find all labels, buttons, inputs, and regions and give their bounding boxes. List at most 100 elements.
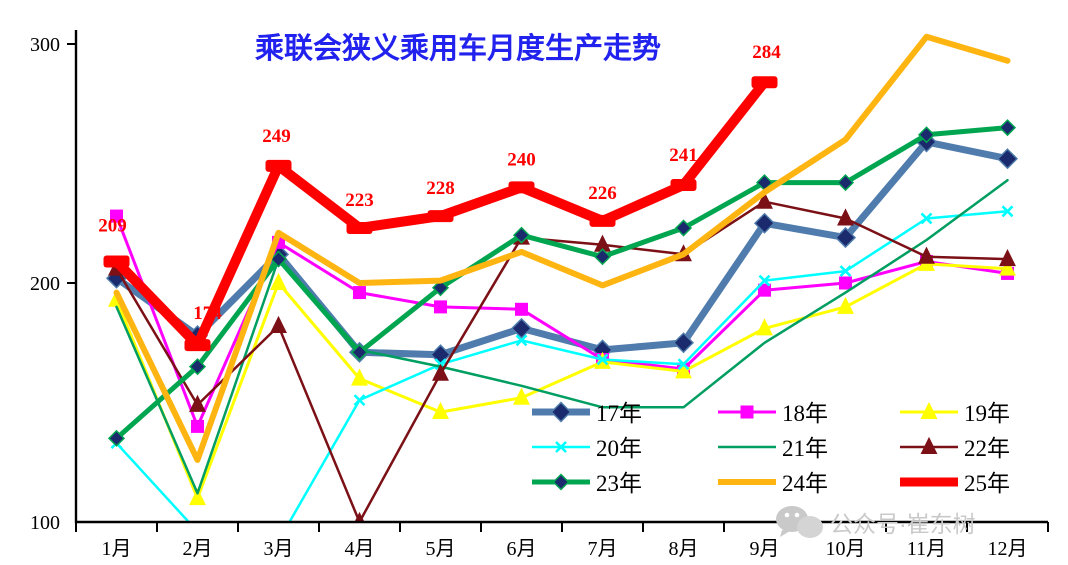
data-point-marker bbox=[107, 429, 126, 447]
x-axis-tick-label: 8月 bbox=[669, 538, 699, 560]
legend-item-21年[interactable]: 21年 bbox=[718, 436, 828, 461]
legend-label: 22年 bbox=[964, 436, 1010, 461]
legend-item-23年[interactable]: 23年 bbox=[532, 471, 642, 496]
x-axis-tick-label: 9月 bbox=[750, 538, 780, 560]
data-point-marker bbox=[431, 279, 450, 297]
data-point-marker bbox=[552, 473, 570, 491]
data-point-marker bbox=[677, 358, 690, 371]
watermark-text: 公众号·崔东树 bbox=[830, 511, 976, 537]
legend-label: 17年 bbox=[596, 401, 642, 426]
x-axis-tick-label: 3月 bbox=[264, 538, 294, 560]
data-point-marker bbox=[550, 401, 572, 423]
data-point-marker bbox=[434, 300, 447, 314]
data-label: 228 bbox=[426, 178, 455, 199]
data-point-marker bbox=[740, 405, 754, 419]
data-point-marker bbox=[998, 119, 1017, 137]
series-25年 bbox=[103, 76, 778, 352]
data-point-marker bbox=[839, 265, 852, 277]
legend-label: 25年 bbox=[964, 471, 1010, 496]
axis-layer: 100 200 300 1月 2月 3月 4月 5月 6月 7月 8月 9月 10月 11月 12月 bbox=[30, 30, 1049, 560]
data-point-marker bbox=[346, 222, 373, 235]
data-point-marker bbox=[920, 436, 938, 454]
data-point-marker bbox=[996, 148, 1019, 170]
legend-item-18年[interactable]: 18年 bbox=[718, 401, 828, 426]
legend-label: 19年 bbox=[964, 401, 1010, 426]
legend-item-19年[interactable]: 19年 bbox=[900, 401, 1010, 426]
data-point-marker bbox=[350, 343, 369, 361]
x-axis-tick-label: 4月 bbox=[345, 538, 375, 560]
x-axis-tick-label: 5月 bbox=[426, 538, 456, 560]
data-point-marker bbox=[596, 353, 609, 366]
data-point-marker bbox=[751, 76, 778, 89]
data-point-marker bbox=[837, 296, 854, 314]
y-axis-tick-label: 200 bbox=[30, 273, 60, 295]
data-point-marker bbox=[269, 250, 288, 268]
data-point-marker bbox=[432, 401, 449, 420]
page-title: 乘联会狭义乘用车月度生产走势 bbox=[255, 31, 661, 65]
x-axis-tick-label: 6月 bbox=[507, 538, 537, 560]
legend-label: 24年 bbox=[782, 471, 828, 496]
data-point-marker bbox=[427, 210, 454, 223]
legend-item-25年[interactable]: 25年 bbox=[900, 471, 1010, 496]
legend-label: 18年 bbox=[782, 401, 828, 426]
data-label: 240 bbox=[507, 149, 536, 170]
data-point-marker bbox=[999, 248, 1016, 267]
series-24年 bbox=[113, 33, 1011, 463]
series-line bbox=[113, 33, 1011, 463]
data-point-marker bbox=[515, 302, 528, 316]
data-point-marker bbox=[593, 248, 612, 266]
data-point-marker bbox=[920, 212, 933, 225]
series-line bbox=[115, 262, 1009, 500]
data-point-marker bbox=[270, 272, 287, 290]
data-point-marker bbox=[184, 339, 211, 352]
data-point-marker bbox=[756, 191, 773, 209]
data-point-marker bbox=[675, 361, 692, 379]
data-label: 209 bbox=[98, 215, 127, 236]
legend-label: 23年 bbox=[596, 471, 642, 496]
data-point-marker bbox=[354, 511, 365, 522]
plot-series-layer bbox=[103, 33, 1019, 537]
legend-item-17年[interactable]: 17年 bbox=[532, 401, 642, 426]
y-axis-tick-label: 100 bbox=[30, 512, 60, 534]
data-point-marker bbox=[510, 317, 533, 339]
series-20年 bbox=[110, 205, 1014, 537]
data-point-marker bbox=[758, 283, 771, 297]
x-axis-tick-label: 2月 bbox=[183, 538, 213, 560]
data-point-marker bbox=[265, 159, 292, 172]
data-point-marker bbox=[353, 286, 366, 300]
data-point-marker bbox=[191, 419, 204, 433]
x-axis-tick-label: 1月 bbox=[102, 538, 132, 560]
x-axis-tick-label: 12月 bbox=[988, 538, 1028, 560]
series-line bbox=[115, 200, 1009, 522]
data-point-marker bbox=[1001, 205, 1014, 218]
data-point-marker bbox=[103, 255, 130, 268]
legend-item-22年[interactable]: 22年 bbox=[900, 436, 1010, 461]
legend-item-24年[interactable]: 24年 bbox=[718, 471, 828, 496]
data-point-marker bbox=[188, 358, 207, 376]
data-point-marker bbox=[837, 208, 854, 226]
series-21年 bbox=[115, 178, 1009, 495]
y-axis-tick-label: 300 bbox=[30, 34, 60, 56]
series-line bbox=[115, 178, 1009, 495]
data-point-marker bbox=[920, 401, 938, 419]
legend-item-20年[interactable]: 20年 bbox=[532, 436, 642, 461]
series-22年 bbox=[108, 191, 1016, 522]
data-point-marker bbox=[189, 487, 206, 506]
data-point-marker bbox=[839, 276, 852, 290]
watermark: 公众号·崔东树 bbox=[776, 506, 976, 538]
data-label: 226 bbox=[588, 183, 617, 204]
data-point-marker bbox=[189, 394, 206, 412]
watermark-layer: 公众号·崔东树 bbox=[776, 506, 976, 538]
x-axis-tick-label: 11月 bbox=[907, 538, 946, 560]
data-point-marker bbox=[353, 394, 366, 407]
data-label: 249 bbox=[262, 126, 291, 147]
data-point-marker bbox=[999, 258, 1016, 276]
data-point-marker bbox=[193, 527, 203, 537]
legend-label: 20年 bbox=[596, 436, 642, 461]
data-label: 174 bbox=[193, 303, 222, 324]
x-axis-tick-label: 7月 bbox=[588, 538, 618, 560]
legend-label: 21年 bbox=[782, 436, 828, 461]
data-point-marker bbox=[674, 219, 693, 237]
